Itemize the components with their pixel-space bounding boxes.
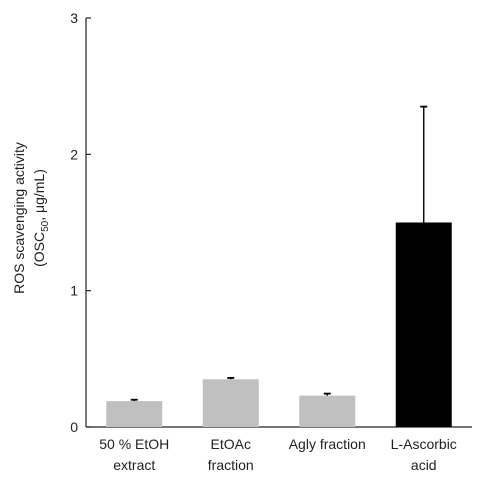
y-tick-label: 3: [70, 10, 78, 26]
x-category-label: acid: [411, 457, 437, 473]
y-axis-label-suffix: , μg/mL): [31, 169, 47, 221]
x-category-label: 50 % EtOH: [99, 436, 169, 452]
x-category-label: L-Ascorbic: [391, 436, 457, 452]
x-category-label: extract: [113, 457, 155, 473]
y-ticks: 0 1 2 3: [70, 10, 91, 435]
x-category-label: fraction: [208, 457, 254, 473]
x-category-labels: 50 % EtOH extract EtOAc fraction Agly fracti…: [99, 436, 457, 473]
x-category-label: Agly fraction: [289, 436, 366, 452]
bar: [106, 401, 163, 427]
bars: [106, 222, 452, 427]
bar: [202, 379, 259, 427]
y-tick-label: 1: [70, 283, 78, 299]
error-bars: [130, 105, 428, 402]
y-axis-label-line2: (OSC50, μg/mL): [31, 169, 51, 267]
y-axis-label-prefix: (OSC: [31, 232, 47, 267]
bar: [395, 222, 452, 427]
y-tick-label: 2: [70, 146, 78, 162]
bar: [299, 395, 356, 427]
x-category-label: EtOAc: [211, 436, 251, 452]
y-tick-label: 0: [70, 419, 78, 435]
y-axis-label-subscript: 50: [40, 220, 51, 232]
y-axis-label-line1: ROS scavenging activity: [11, 142, 27, 294]
